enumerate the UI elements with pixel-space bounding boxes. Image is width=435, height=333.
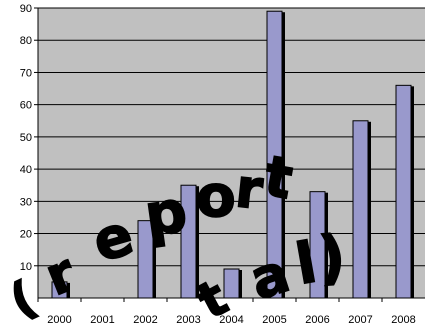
watermark-glyph: o [196, 162, 236, 230]
watermark-glyph: p [140, 177, 191, 250]
x-tick-label: 2002 [133, 314, 157, 326]
x-tick-label: 2006 [305, 314, 329, 326]
y-tick-label: 10 [20, 261, 32, 273]
y-tick-label: 50 [20, 132, 32, 144]
watermark-glyph: ) [316, 222, 347, 292]
y-tick-label: 70 [20, 67, 32, 79]
y-axis: 10 20 30 40 50 60 70 80 90 [20, 3, 39, 298]
bar-2007 [352, 120, 369, 299]
x-tick-label: 2005 [262, 314, 286, 326]
gridlines [38, 7, 425, 267]
y-tick-label: 60 [20, 100, 32, 112]
y-tick-label: 40 [20, 164, 32, 176]
x-tick-label: 2001 [90, 314, 114, 326]
x-tick-label: 2000 [47, 314, 71, 326]
y-tick-label: 30 [20, 196, 32, 208]
bar-2004 [223, 268, 240, 299]
y-tick-label: 20 [20, 229, 32, 241]
x-tick-label: 2004 [219, 314, 243, 326]
x-axis: 2000 2001 2002 2003 2004 2005 2006 2007 2008 [37, 297, 425, 326]
y-tick-label: 90 [20, 3, 32, 15]
bar-2008 [395, 84, 412, 299]
x-tick-label: 2008 [391, 314, 415, 326]
y-tick-label: 80 [20, 35, 32, 47]
x-tick-label: 2007 [348, 314, 372, 326]
watermark-glyph: ( [2, 270, 44, 328]
bars [51, 10, 414, 299]
x-tick-label: 2003 [176, 314, 200, 326]
